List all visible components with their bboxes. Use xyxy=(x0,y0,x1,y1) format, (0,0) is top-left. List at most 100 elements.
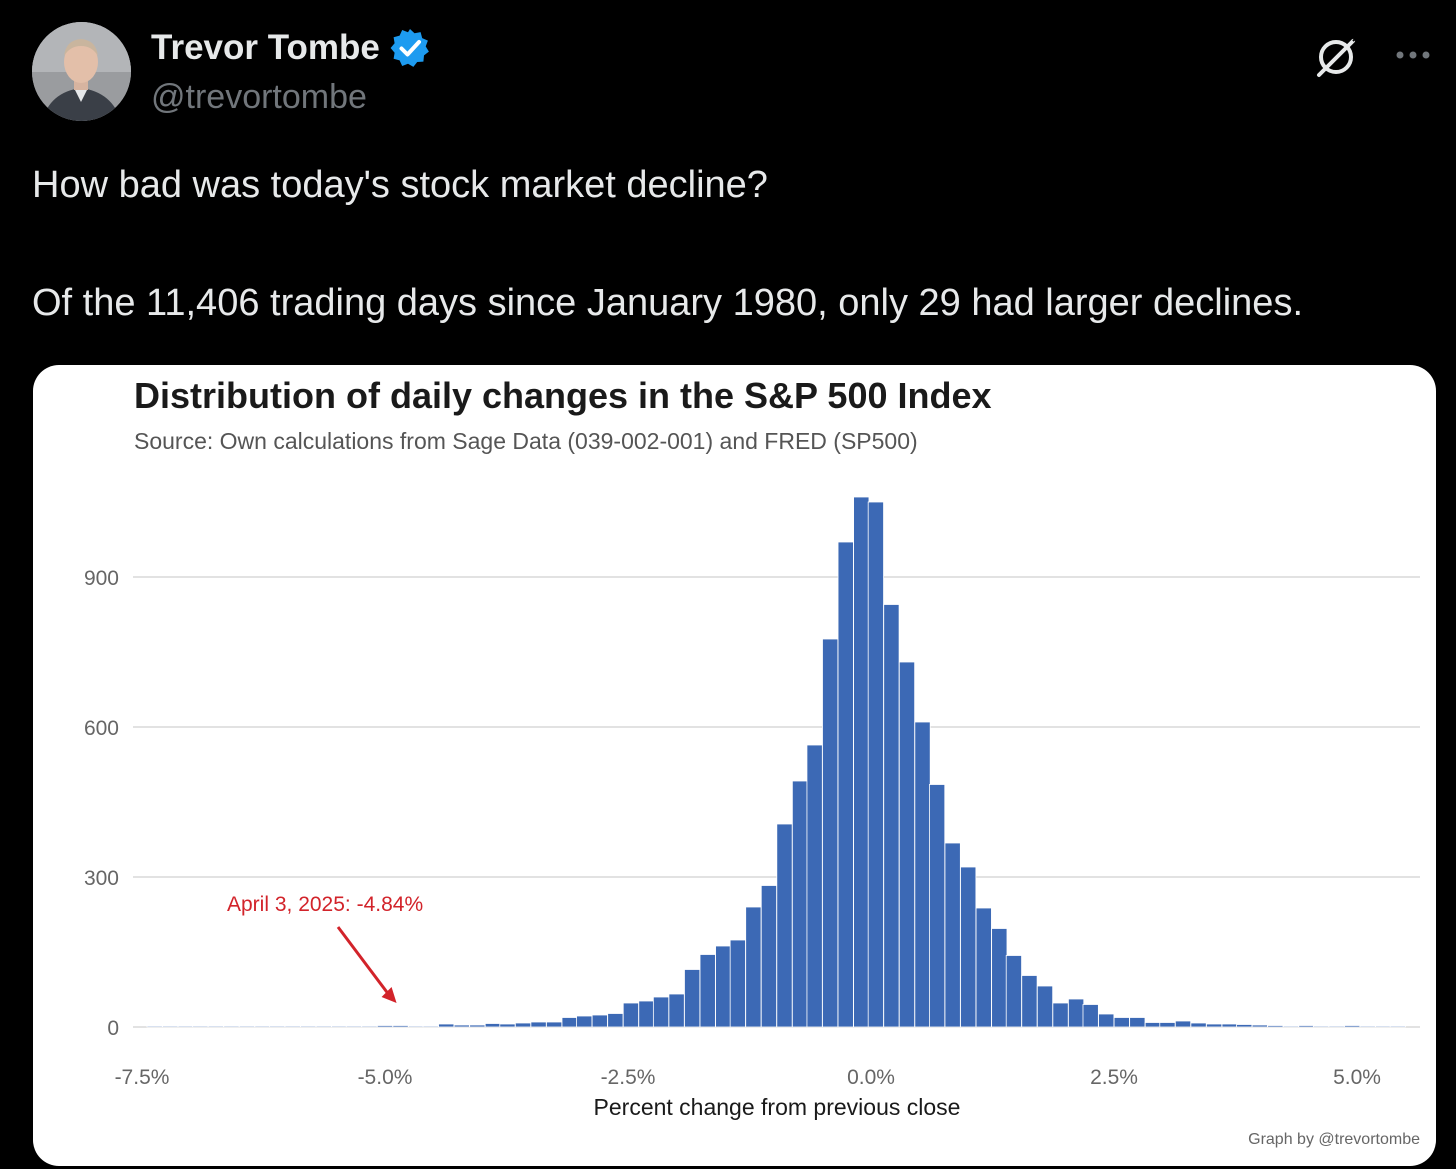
histogram-bar xyxy=(315,1025,332,1028)
histogram-bar xyxy=(668,993,685,1028)
histogram-bar xyxy=(898,661,916,1028)
histogram-bar xyxy=(684,969,701,1028)
histogram-bar xyxy=(791,780,809,1028)
y-tick-label: 600 xyxy=(84,717,119,740)
chart-title: Distribution of daily changes in the S&P… xyxy=(134,375,992,416)
histogram-bar xyxy=(576,1015,593,1028)
histogram-bar xyxy=(760,885,778,1028)
x-tick-label: 2.5% xyxy=(1090,1066,1138,1089)
histogram-bar xyxy=(254,1025,271,1028)
histogram-bar xyxy=(944,842,961,1028)
histogram-bar xyxy=(776,823,793,1028)
histogram-bar xyxy=(1129,1017,1146,1028)
y-tick-label: 0 xyxy=(107,1017,119,1040)
annotation-arrow xyxy=(336,926,392,998)
histogram-bar xyxy=(607,1013,624,1028)
annotation-arrowhead xyxy=(381,987,397,1003)
histogram-bar xyxy=(960,866,977,1028)
histogram-bar xyxy=(1282,1025,1299,1028)
histogram-bar xyxy=(469,1024,486,1028)
histogram-bar xyxy=(1068,998,1085,1028)
histogram-bar xyxy=(806,744,823,1028)
graph-credit: Graph by @trevortombe xyxy=(1248,1131,1420,1148)
histogram-bar xyxy=(1021,975,1038,1028)
histogram-bar xyxy=(331,1025,348,1028)
histogram-bar xyxy=(284,1025,301,1028)
histogram-bar xyxy=(376,1025,394,1028)
author-name[interactable]: Trevor Tombe xyxy=(151,28,430,68)
author-name-text: Trevor Tombe xyxy=(151,28,380,67)
histogram-bar xyxy=(530,1021,547,1028)
histogram-bar xyxy=(408,1025,425,1028)
histogram-bar xyxy=(1052,1002,1069,1028)
tweet-text-line-2: Of the 11,406 trading days since January… xyxy=(32,282,1303,324)
histogram-bar xyxy=(1251,1024,1268,1028)
histogram-bar xyxy=(638,1000,655,1028)
histogram-bar xyxy=(422,1025,439,1028)
histogram-bar xyxy=(453,1024,470,1028)
histogram-bar xyxy=(1267,1025,1284,1028)
grok-icon[interactable] xyxy=(1312,33,1360,81)
tweet-text: How bad was today's stock market decline… xyxy=(32,165,1303,323)
histogram-bar xyxy=(715,945,732,1028)
more-icon[interactable] xyxy=(1394,36,1434,76)
histogram-bar xyxy=(1312,1025,1330,1028)
tweet-text-line-1: How bad was today's stock market decline… xyxy=(32,164,768,206)
x-tick-label: -7.5% xyxy=(115,1066,170,1089)
histogram-bar xyxy=(1190,1022,1207,1028)
histogram-bar xyxy=(745,906,762,1028)
histogram-bar xyxy=(591,1014,608,1028)
histogram-bar xyxy=(192,1025,209,1028)
histogram-bar xyxy=(622,1002,639,1028)
histogram-bar xyxy=(699,954,716,1028)
avatar[interactable] xyxy=(32,22,131,121)
y-tick-label: 300 xyxy=(84,867,119,890)
avatar-photo xyxy=(32,22,131,121)
histogram-bar xyxy=(1005,955,1022,1028)
histogram-bar xyxy=(883,604,900,1028)
histogram-bar xyxy=(484,1023,501,1028)
x-tick-label: -2.5% xyxy=(601,1066,656,1089)
histogram-bar xyxy=(1221,1023,1238,1028)
histogram-chart: 0 300 600 900 -7.5% -5.0% -2.5% 0.0% 2.5% 5.0% P… xyxy=(84,496,1420,1120)
histogram-bar xyxy=(914,721,931,1028)
histogram-bar xyxy=(269,1025,286,1028)
x-tick-label: 0.0% xyxy=(847,1066,895,1089)
histogram-bar xyxy=(392,1025,409,1028)
histogram-bar xyxy=(1389,1025,1406,1028)
histogram-bar xyxy=(300,1025,317,1028)
histogram-bar xyxy=(991,928,1008,1028)
x-tick-label: -5.0% xyxy=(358,1066,413,1089)
histogram-bar xyxy=(146,1025,163,1028)
histogram-bar xyxy=(1375,1025,1392,1028)
y-tick-label: 900 xyxy=(84,567,119,590)
histogram-bar xyxy=(1159,1022,1176,1028)
histogram-bar xyxy=(929,784,946,1028)
histogram-bar xyxy=(207,1025,224,1028)
histogram-bar xyxy=(1098,1013,1115,1028)
histogram-bar xyxy=(1344,1025,1361,1028)
histogram-bar xyxy=(1036,985,1054,1028)
histogram-bar xyxy=(822,638,839,1028)
histogram-bar xyxy=(177,1025,194,1028)
histogram-bar xyxy=(1359,1025,1376,1028)
histogram-bar xyxy=(1174,1020,1192,1028)
histogram-bar xyxy=(1328,1025,1345,1028)
histogram-bar xyxy=(1113,1017,1130,1028)
author-handle[interactable]: @trevortombe xyxy=(151,78,367,116)
histogram-bar xyxy=(1298,1025,1315,1028)
histogram-bar xyxy=(729,939,746,1028)
chart-image-card[interactable]: Distribution of daily changes in the S&P… xyxy=(33,365,1436,1166)
histogram-bar xyxy=(652,996,670,1028)
histogram-bar xyxy=(499,1023,516,1028)
histogram-bar xyxy=(561,1017,578,1028)
histogram-bar xyxy=(238,1025,256,1028)
histogram-bar xyxy=(345,1025,362,1028)
histogram-bar xyxy=(223,1025,240,1028)
histogram-bar xyxy=(1082,1004,1099,1028)
histogram-bar xyxy=(1236,1024,1253,1028)
histogram-bar xyxy=(975,907,992,1028)
histogram-bar xyxy=(837,541,854,1028)
histogram-bar xyxy=(867,501,884,1028)
annotation-label: April 3, 2025: -4.84% xyxy=(227,893,423,916)
